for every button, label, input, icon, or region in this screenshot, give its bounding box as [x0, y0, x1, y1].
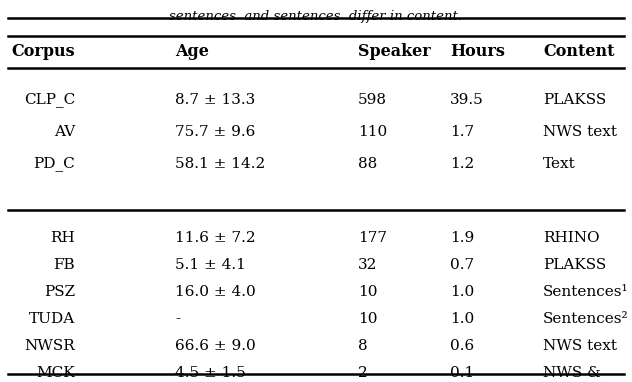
Text: 66.6 ± 9.0: 66.6 ± 9.0	[175, 339, 256, 353]
Text: 0.1: 0.1	[450, 366, 474, 380]
Text: 1.2: 1.2	[450, 157, 474, 171]
Text: TUDA: TUDA	[28, 312, 75, 326]
Text: NWS text: NWS text	[543, 125, 617, 139]
Text: 1.0: 1.0	[450, 285, 474, 299]
Text: 32: 32	[358, 258, 377, 272]
Text: 8: 8	[358, 339, 368, 353]
Text: RH: RH	[51, 231, 75, 245]
Text: 1.9: 1.9	[450, 231, 474, 245]
Text: 39.5: 39.5	[450, 93, 483, 107]
Text: 5.1 ± 4.1: 5.1 ± 4.1	[175, 258, 246, 272]
Text: Hours: Hours	[450, 44, 505, 60]
Text: MCK: MCK	[37, 366, 75, 380]
Text: 2: 2	[358, 366, 368, 380]
Text: 8.7 ± 13.3: 8.7 ± 13.3	[175, 93, 255, 107]
Text: PLAKSS: PLAKSS	[543, 93, 606, 107]
Text: 0.6: 0.6	[450, 339, 474, 353]
Text: Corpus: Corpus	[11, 44, 75, 60]
Text: FB: FB	[53, 258, 75, 272]
Text: 16.0 ± 4.0: 16.0 ± 4.0	[175, 285, 256, 299]
Text: 1.0: 1.0	[450, 312, 474, 326]
Text: Content: Content	[543, 44, 614, 60]
Text: 75.7 ± 9.6: 75.7 ± 9.6	[175, 125, 255, 139]
Text: 110: 110	[358, 125, 387, 139]
Text: PSZ: PSZ	[44, 285, 75, 299]
Text: 11.6 ± 7.2: 11.6 ± 7.2	[175, 231, 255, 245]
Text: PD_C: PD_C	[33, 157, 75, 172]
Text: Age: Age	[175, 44, 209, 60]
Text: AV: AV	[54, 125, 75, 139]
Text: Sentences¹: Sentences¹	[543, 285, 629, 299]
Text: 10: 10	[358, 285, 377, 299]
Text: NWS &: NWS &	[543, 366, 601, 380]
Text: 4.5 ± 1.5: 4.5 ± 1.5	[175, 366, 246, 380]
Text: Speaker: Speaker	[358, 44, 431, 60]
Text: NWS text: NWS text	[543, 339, 617, 353]
Text: Text: Text	[543, 157, 576, 171]
Text: 177: 177	[358, 231, 387, 245]
Text: 58.1 ± 14.2: 58.1 ± 14.2	[175, 157, 265, 171]
Text: 0.7: 0.7	[450, 258, 474, 272]
Text: sentences  and sentences  differ in content.: sentences and sentences differ in conten…	[169, 10, 463, 23]
Text: Sentences²: Sentences²	[543, 312, 629, 326]
Text: 10: 10	[358, 312, 377, 326]
Text: 88: 88	[358, 157, 377, 171]
Text: -: -	[175, 312, 180, 326]
Text: 598: 598	[358, 93, 387, 107]
Text: RHINO: RHINO	[543, 231, 600, 245]
Text: 1.7: 1.7	[450, 125, 474, 139]
Text: PLAKSS: PLAKSS	[543, 258, 606, 272]
Text: NWSR: NWSR	[24, 339, 75, 353]
Text: CLP_C: CLP_C	[24, 92, 75, 107]
